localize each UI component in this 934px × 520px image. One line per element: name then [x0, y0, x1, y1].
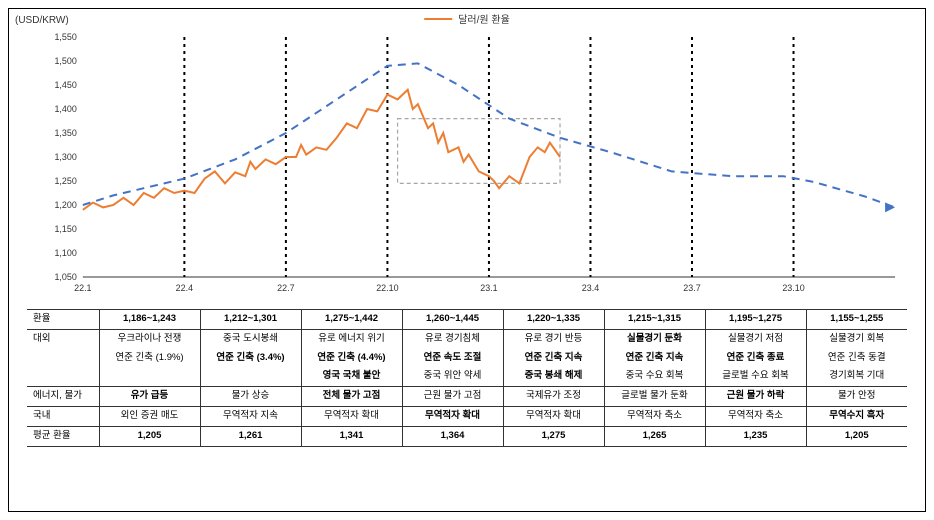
- svg-text:23.10: 23.10: [782, 283, 804, 293]
- table-cell: 1,155~1,255: [806, 310, 907, 330]
- table-cell: 1,265: [604, 426, 705, 446]
- svg-text:23.1: 23.1: [480, 283, 497, 293]
- table-cell: 유로 경기 반등: [503, 329, 604, 348]
- table-cell: 1,275: [503, 426, 604, 446]
- svg-text:1,250: 1,250: [54, 176, 76, 186]
- table-cell: 근원 물가 고점: [402, 387, 503, 407]
- table-cell: 실물경기 저점: [705, 329, 806, 348]
- table-cell: 연준 긴축 지속: [604, 349, 705, 368]
- svg-text:22.10: 22.10: [376, 283, 398, 293]
- row-label: 환율: [27, 310, 99, 330]
- table-cell: 1,205: [99, 426, 200, 446]
- table-cell: 1,215~1,315: [604, 310, 705, 330]
- svg-text:1,400: 1,400: [54, 104, 76, 114]
- figure-frame: (USD/KRW) 달러/원 환율 1,0501,1001,1501,2001,…: [8, 8, 926, 512]
- table-cell: 1,195~1,275: [705, 310, 806, 330]
- table-cell: 글로벌 수요 회복: [705, 367, 806, 386]
- table-cell: 1,275~1,442: [301, 310, 402, 330]
- table-cell: 연준 긴축 지속: [503, 349, 604, 368]
- svg-text:1,150: 1,150: [54, 224, 76, 234]
- svg-text:22.1: 22.1: [74, 283, 91, 293]
- table-cell: 국제유가 조정: [503, 387, 604, 407]
- table-cell: 경기회복 기대: [806, 367, 907, 386]
- table-cell: 1,364: [402, 426, 503, 446]
- row-energy: 에너지, 물가유가 급등물가 상승전체 물가 고점근원 물가 고점국제유가 조정…: [27, 387, 907, 407]
- table-cell: 근원 물가 하락: [705, 387, 806, 407]
- table-cell: 물가 상승: [200, 387, 301, 407]
- table-cell: 유로 에너지 위기: [301, 329, 402, 348]
- table-cell: 무역적자 축소: [604, 407, 705, 427]
- table-cell: 중국 위안 약세: [402, 367, 503, 386]
- table-cell: [99, 367, 200, 386]
- table-cell: 연준 긴축 (4.4%): [301, 349, 402, 368]
- svg-text:1,350: 1,350: [54, 128, 76, 138]
- chart-svg: 1,050 1,100 1,150 1,200 1,250 1,300 1,350 1,400…: [49, 19, 905, 299]
- svg-text:22.7: 22.7: [277, 283, 294, 293]
- table-cell: 1,186~1,243: [99, 310, 200, 330]
- svg-text:1,050: 1,050: [54, 272, 76, 282]
- row-domestic: 국내외인 증권 매도무역적자 지속무역적자 확대무역적자 확대무역적자 확대무역…: [27, 407, 907, 427]
- svg-text:1,300: 1,300: [54, 152, 76, 162]
- table-cell: 중국 봉쇄 해제: [503, 367, 604, 386]
- svg-text:1,100: 1,100: [54, 248, 76, 258]
- table-cell: 실물경기 둔화: [604, 329, 705, 348]
- table-cell: 유로 경기침체: [402, 329, 503, 348]
- table-cell: 무역적자 확대: [402, 407, 503, 427]
- row-overseas-1: 연준 긴축 (1.9%)연준 긴축 (3.4%)연준 긴축 (4.4%)연준 속…: [27, 349, 907, 368]
- svg-text:1,500: 1,500: [54, 56, 76, 66]
- row-avg: 평균 환율1,2051,2611,3411,3641,2751,2651,235…: [27, 426, 907, 446]
- table-cell: 물가 안정: [806, 387, 907, 407]
- row-label: [27, 367, 99, 386]
- row-rate: 환율1,186~1,2431,212~1,3011,275~1,4421,260…: [27, 310, 907, 330]
- row-label: 대외: [27, 329, 99, 348]
- table-cell: 연준 긴축 (3.4%): [200, 349, 301, 368]
- row-label: 평균 환율: [27, 426, 99, 446]
- svg-text:23.7: 23.7: [683, 283, 700, 293]
- table-cell: 연준 속도 조절: [402, 349, 503, 368]
- chart-area: 1,050 1,100 1,150 1,200 1,250 1,300 1,350 1,400…: [49, 19, 905, 299]
- table-cell: 1,341: [301, 426, 402, 446]
- table-cell: 우크라이나 전쟁: [99, 329, 200, 348]
- summary-table: 환율1,186~1,2431,212~1,3011,275~1,4421,260…: [27, 309, 907, 503]
- svg-text:23.4: 23.4: [582, 283, 599, 293]
- table-cell: 연준 긴축 (1.9%): [99, 349, 200, 368]
- table-cell: 영국 국채 불안: [301, 367, 402, 386]
- svg-text:1,200: 1,200: [54, 200, 76, 210]
- table-cell: 유가 급등: [99, 387, 200, 407]
- table-cell: 1,260~1,445: [402, 310, 503, 330]
- row-overseas-2: 영국 국채 불안중국 위안 약세중국 봉쇄 해제중국 수요 회복글로벌 수요 회…: [27, 367, 907, 386]
- table-cell: 외인 증권 매도: [99, 407, 200, 427]
- table-cell: 중국 수요 회복: [604, 367, 705, 386]
- svg-text:1,450: 1,450: [54, 80, 76, 90]
- table-cell: 무역적자 확대: [503, 407, 604, 427]
- svg-text:1,550: 1,550: [54, 32, 76, 42]
- table-cell: 중국 도시봉쇄: [200, 329, 301, 348]
- table-cell: 전체 물가 고점: [301, 387, 402, 407]
- table-cell: 실물경기 회복: [806, 329, 907, 348]
- table-cell: 연준 긴축 동결: [806, 349, 907, 368]
- table-cell: 무역수지 흑자: [806, 407, 907, 427]
- row-label: 국내: [27, 407, 99, 427]
- table-cell: 무역적자 지속: [200, 407, 301, 427]
- table-cell: 1,212~1,301: [200, 310, 301, 330]
- table-cell: 무역적자 확대: [301, 407, 402, 427]
- table-cell: 1,235: [705, 426, 806, 446]
- table-cell: 1,220~1,335: [503, 310, 604, 330]
- table-cell: 글로벌 물가 둔화: [604, 387, 705, 407]
- svg-text:22.4: 22.4: [176, 283, 193, 293]
- row-overseas-0: 대외우크라이나 전쟁중국 도시봉쇄유로 에너지 위기유로 경기침체유로 경기 반…: [27, 329, 907, 348]
- table: 환율1,186~1,2431,212~1,3011,275~1,4421,260…: [27, 309, 907, 447]
- table-cell: 1,205: [806, 426, 907, 446]
- row-label: [27, 349, 99, 368]
- table-cell: [200, 367, 301, 386]
- table-cell: 1,261: [200, 426, 301, 446]
- row-label: 에너지, 물가: [27, 387, 99, 407]
- table-cell: 연준 긴축 종료: [705, 349, 806, 368]
- table-cell: 무역적자 축소: [705, 407, 806, 427]
